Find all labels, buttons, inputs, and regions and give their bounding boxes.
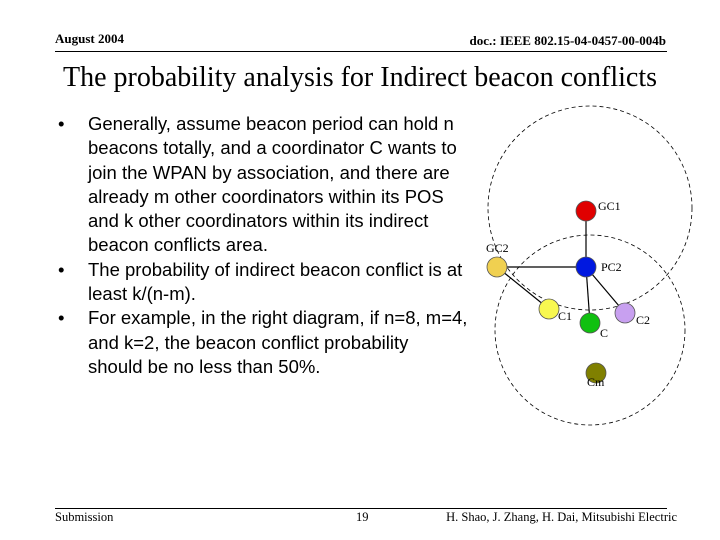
gc1-node: [575, 200, 597, 222]
footer-authors: H. Shao, J. Zhang, H. Dai, Mitsubishi El…: [446, 510, 677, 524]
bullet-marker: •: [58, 307, 65, 329]
slide-title: The probability analysis for Indirect be…: [62, 62, 657, 93]
footer-page-number: 19: [356, 510, 369, 524]
gc1-label: GC1: [598, 199, 621, 213]
bullet-item: • Generally, assume beacon period can hol…: [58, 112, 468, 258]
c-node: [579, 312, 601, 334]
c1-node: [538, 298, 560, 320]
bullet-item: • For example, in the right diagram, if n…: [58, 306, 468, 379]
c-label: C: [600, 326, 608, 340]
gc2-label: GC2: [486, 241, 509, 255]
link-gc2-c1: [496, 266, 550, 310]
cm-label: Cm: [587, 375, 605, 389]
bullet-item: • The probability of indirect beacon conf…: [58, 258, 468, 307]
gc2-node: [486, 256, 508, 278]
bullet-marker: •: [58, 113, 65, 134]
pc2-label: PC2: [601, 260, 622, 274]
cm-node: [585, 362, 607, 384]
c2-label: C2: [636, 313, 650, 327]
c-range-circle: [494, 234, 686, 426]
header-date: August 2004: [55, 31, 124, 46]
bullet-marker: •: [58, 258, 65, 280]
header-doc-id: doc.: IEEE 802.15-04-0457-00-004b: [469, 33, 666, 48]
bullet-list: • Generally, assume beacon period can hol…: [58, 112, 468, 379]
gc1-range-circle: [487, 105, 693, 311]
bullet-text: For example, in the right diagram, if n=…: [88, 307, 468, 377]
footer-submission: Submission: [55, 510, 114, 524]
c1-label: C1: [558, 309, 572, 323]
bullet-text: Generally, assume beacon period can hold…: [88, 113, 457, 256]
c2-node: [614, 302, 636, 324]
header-rule: [55, 51, 667, 52]
bullet-text: The probability of indirect beacon confl…: [88, 258, 463, 305]
footer-rule: [55, 508, 667, 509]
pc2-node: [575, 256, 597, 278]
